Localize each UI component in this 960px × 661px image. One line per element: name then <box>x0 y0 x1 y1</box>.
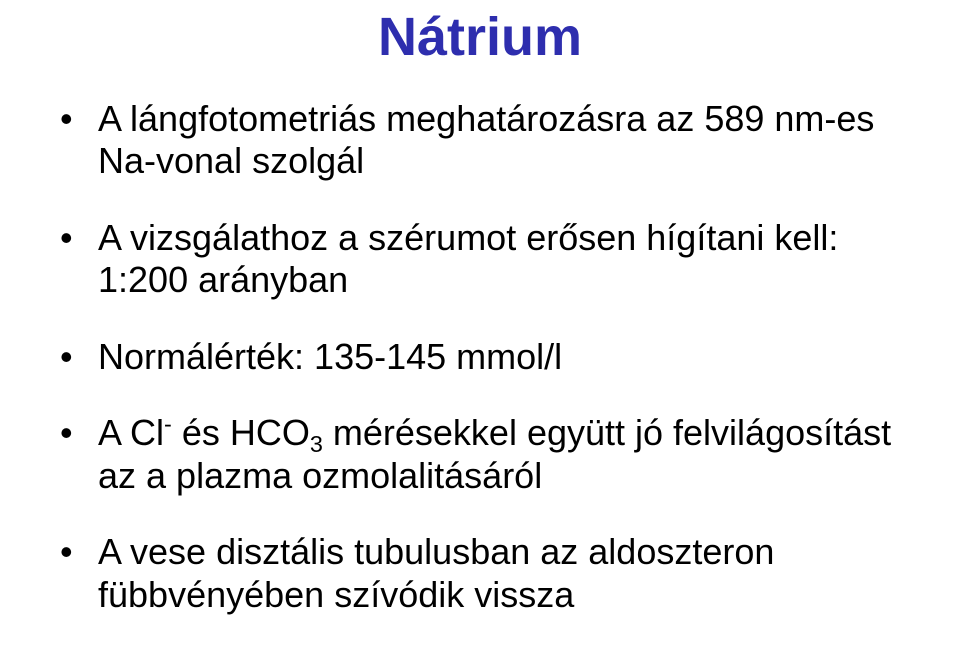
list-item: A vizsgálathoz a szérumot erősen hígítan… <box>60 217 900 302</box>
slide-title: Nátrium <box>60 6 900 68</box>
list-item: A vese disztális tubulusban az aldoszter… <box>60 531 900 616</box>
list-item: A Cl- és HCO3 mérésekkel együtt jó felvi… <box>60 412 900 497</box>
bullet-list: A lángfotometriás meghatározásra az 589 … <box>60 98 900 616</box>
list-item: Normálérték: 135-145 mmol/l <box>60 336 900 378</box>
list-item: A lángfotometriás meghatározásra az 589 … <box>60 98 900 183</box>
